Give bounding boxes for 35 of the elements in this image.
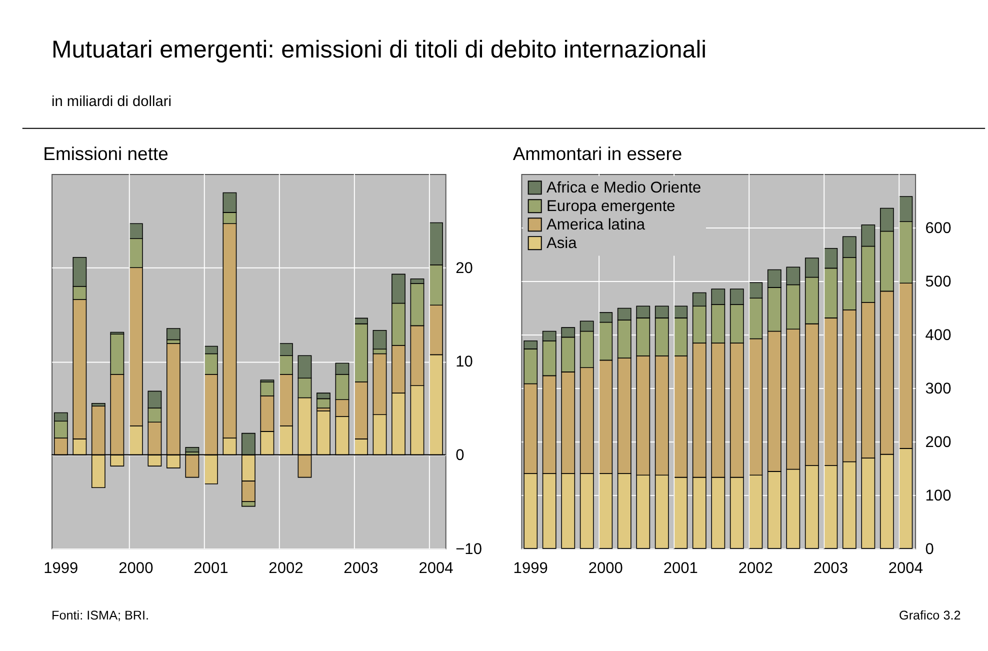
chart-title: Ammontari in essere — [512, 142, 682, 164]
y-tick-label: 500 — [925, 273, 952, 290]
x-tick-label: 1999 — [44, 560, 78, 578]
x-tick-label: 2001 — [194, 560, 228, 578]
x-tick-label: 2002 — [268, 560, 304, 578]
text: in miliardi di dollari — [52, 94, 172, 110]
legend-label: America latina — [546, 216, 646, 234]
x-tick-label: 2003 — [813, 560, 848, 578]
legend-label: Europa emergente — [546, 198, 676, 216]
x-tick-label: 2002 — [738, 560, 773, 578]
x-tick-label: 2004 — [888, 560, 924, 578]
text: Mutuatari emergenti: emissioni di titoli di debito internazionali — [52, 36, 707, 64]
x-tick-label: 2000 — [588, 560, 624, 578]
bar — [166, 328, 180, 340]
x-tick-label: 2001 — [663, 560, 698, 578]
bar — [185, 446, 200, 452]
x-tick-label: 1999 — [513, 560, 548, 578]
y-tick-label: 0 — [456, 447, 465, 464]
y-tick-label: 10 — [456, 354, 474, 371]
y-tick-label: 20 — [456, 260, 474, 277]
y-tick-label: −10 — [456, 540, 482, 558]
y-tick-label: 200 — [925, 434, 952, 451]
x-tick-label: 2004 — [418, 560, 454, 578]
x-tick-label: 2000 — [118, 560, 154, 578]
legend-label: Asia — [546, 234, 578, 252]
x-tick-label: 2003 — [344, 560, 378, 578]
y-tick-label: 600 — [925, 220, 952, 237]
y-tick-label: 400 — [925, 326, 952, 344]
y-tick-label: 100 — [925, 487, 952, 504]
y-tick-label: 0 — [925, 540, 934, 558]
chart-title: Emissioni nette — [43, 142, 168, 164]
text: Fonti: ISMA; BRI. — [52, 608, 150, 622]
y-tick-label: 300 — [925, 380, 952, 398]
text: Grafico 3.2 — [899, 608, 961, 622]
legend-label: Africa e Medio Oriente — [546, 180, 702, 197]
